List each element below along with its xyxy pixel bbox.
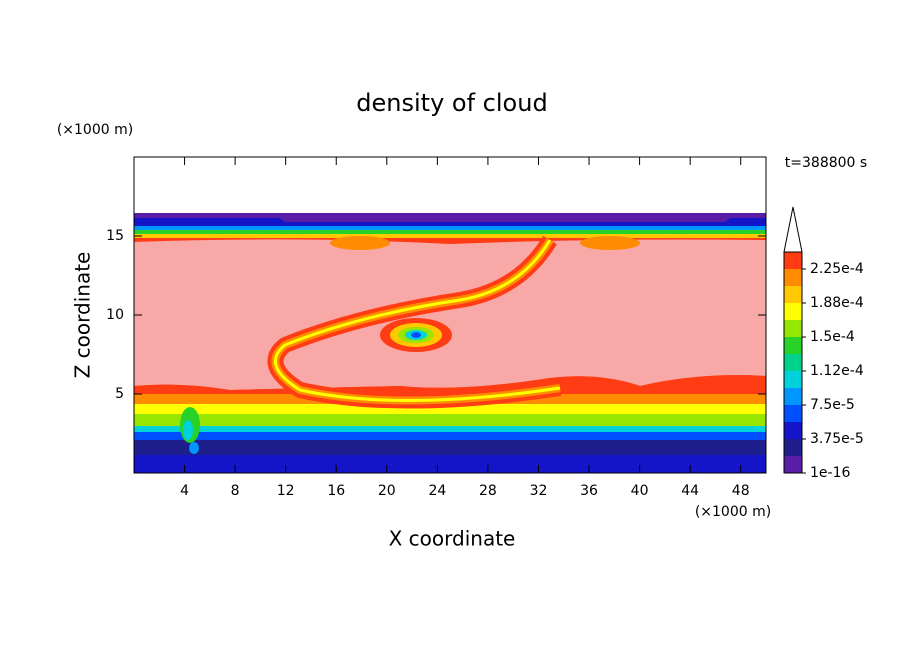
colorbar-band	[784, 371, 802, 388]
colorbar-over	[783, 206, 803, 253]
time-annotation: t=388800 s	[785, 155, 867, 171]
colorbar-band	[784, 422, 802, 439]
x-tick-label: 24	[428, 483, 446, 499]
colorbar-band	[784, 337, 802, 354]
colorbar-frame	[783, 251, 803, 474]
colorbar-tick-label: 1.88e-4	[810, 295, 864, 311]
y-tick-label: 10	[106, 307, 124, 323]
x-tick-label: 36	[580, 483, 598, 499]
colorbar-band	[784, 388, 802, 405]
x-tick-label: 48	[732, 483, 750, 499]
x-tick-label: 16	[327, 483, 345, 499]
x-tick-label: 40	[631, 483, 649, 499]
colorbar-band	[784, 405, 802, 422]
y-tick-label: 5	[115, 386, 124, 402]
x-axis-title: X coordinate	[389, 527, 516, 551]
y-tick-label: 15	[106, 228, 124, 244]
colorbar-band	[784, 303, 802, 320]
x-tick-label: 8	[231, 483, 240, 499]
y-unit: (×1000 m)	[57, 122, 133, 138]
colorbar-tick-label: 2.25e-4	[810, 261, 864, 277]
colorbar-tick-label: 1e-16	[810, 465, 850, 481]
colorbar-tick-label: 1.5e-4	[810, 329, 855, 345]
colorbar-band	[784, 456, 802, 473]
colorbar-band	[784, 439, 802, 456]
x-tick-label: 12	[277, 483, 295, 499]
colorbar-tick-label: 3.75e-5	[810, 431, 864, 447]
colorbar-band	[784, 286, 802, 303]
x-tick-label: 28	[479, 483, 497, 499]
colorbar-tick-label: 1.12e-4	[810, 363, 864, 379]
colorbar-tick-label: 7.5e-5	[810, 397, 855, 413]
y-axis-title: Z coordinate	[71, 252, 95, 379]
x-tick-label: 4	[180, 483, 189, 499]
colorbar-band	[784, 269, 802, 286]
colorbar-band	[784, 354, 802, 371]
x-tick-label: 20	[378, 483, 396, 499]
colorbar-band	[784, 320, 802, 337]
x-tick-label: 44	[681, 483, 699, 499]
colorbar-band	[784, 252, 802, 269]
x-unit: (×1000 m)	[695, 504, 771, 520]
chart-title: density of cloud	[356, 89, 547, 117]
field	[134, 213, 766, 473]
x-tick-label: 32	[530, 483, 548, 499]
